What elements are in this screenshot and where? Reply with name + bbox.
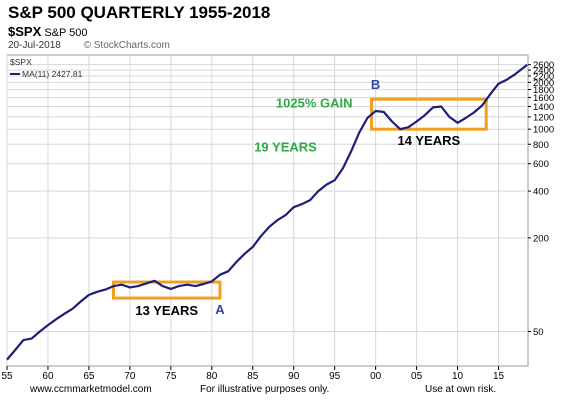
symbol: $SPX [8,24,42,39]
range-label: 14 YEARS [398,133,461,148]
x-tick-label: 65 [83,371,95,382]
y-tick-label: 1200 [533,112,554,123]
x-tick-label: 15 [493,371,505,382]
y-tick-label: 600 [533,159,549,170]
y-tick-label: 2400 [533,66,554,77]
x-tick-label: 80 [206,371,218,382]
y-tick-label: 200 [533,233,549,244]
point-label: A [215,302,225,317]
y-tick-label: 2000 [533,78,554,89]
x-tick-label: 00 [370,371,382,382]
x-tick-label: 55 [1,371,13,382]
note-label: 19 YEARS [254,139,317,154]
series-line [6,63,528,361]
symbol-line: $SPX S&P 500 [8,24,88,39]
footer-risk: Use at own risk. [425,384,497,395]
footer-website: www.ccmmarketmodel.com [30,384,152,395]
point-label: B [371,77,380,92]
x-tick-label: 70 [124,371,136,382]
footer-note: For illustrative purposes only. [200,384,330,395]
chart-date: 20-Jul-2018 [8,40,61,51]
y-tick-label: 1000 [533,125,554,136]
range-label: 13 YEARS [135,303,198,318]
range-box [111,280,222,300]
y-tick-label: 1400 [533,102,554,113]
x-tick-label: 05 [411,371,423,382]
y-tick-label: 800 [533,140,549,151]
x-tick-label: 10 [452,371,464,382]
x-tick-label: 95 [329,371,341,382]
x-tick-label: 85 [247,371,259,382]
y-tick-label: 50 [533,327,544,338]
x-tick-label: 60 [42,371,54,382]
chart-title: S&P 500 QUARTERLY 1955-2018 [8,3,271,22]
x-tick-label: 75 [165,371,177,382]
y-tick-label: 2600 [533,60,554,71]
y-tick-label: 1800 [533,85,554,96]
date-line: 20-Jul-2018 © StockCharts.com [8,40,170,51]
plot-area [6,54,529,367]
y-tick-label: 400 [533,187,549,198]
source-credit: © StockCharts.com [83,40,170,51]
legend-entry: MA(11) 2427.81 [22,69,83,79]
x-tick-label: 90 [288,371,300,382]
legend-symbol: $SPX [10,57,32,67]
y-tick-label: 2200 [533,71,554,82]
y-tick-label: 1600 [533,93,554,104]
note-label: 1025% GAIN [276,95,353,110]
symbol-description: S&P 500 [44,27,88,39]
